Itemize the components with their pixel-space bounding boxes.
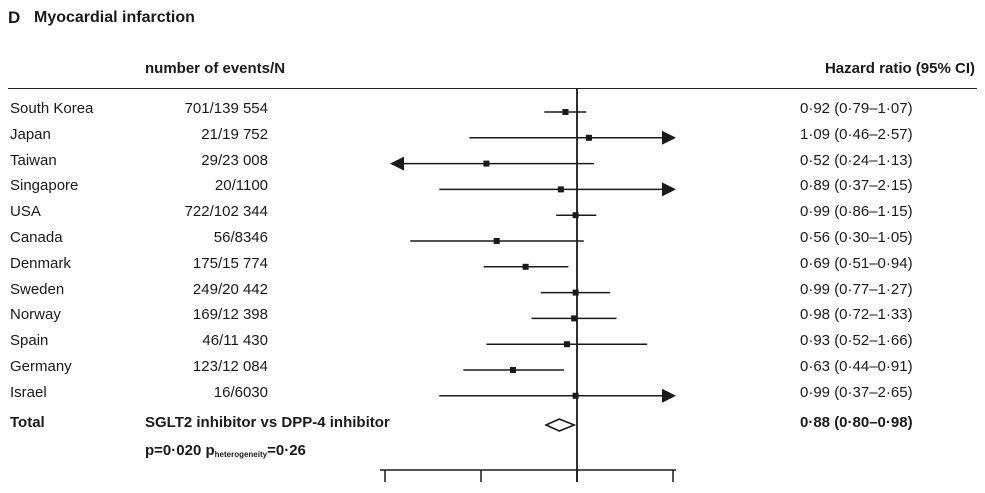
row-events-taiwan: 29/23 008 xyxy=(201,151,268,169)
row-hr-spain: 0·93 (0·52–1·66) xyxy=(800,332,913,350)
row-hr-south-korea: 0·92 (0·79–1·07) xyxy=(800,100,913,117)
point-estimate-usa xyxy=(572,212,579,219)
point-estimate-singapore xyxy=(557,186,564,193)
events-column-header: number of events/N xyxy=(145,60,286,77)
point-estimate-norway xyxy=(571,315,578,322)
row-hr-sweden: 0·99 (0·77–1·27) xyxy=(800,280,913,298)
row-label-taiwan: Taiwan xyxy=(10,151,57,169)
row-events-japan: 21/19 752 xyxy=(201,125,268,143)
row-hr-denmark: 0·69 (0·51–0·94) xyxy=(800,254,913,272)
ci-arrow-singapore xyxy=(662,182,676,197)
hazard-ratio-column-header: Hazard ratio (95% CI) xyxy=(824,60,975,77)
row-events-singapore: 20/1100 xyxy=(214,177,268,195)
total-label: Total xyxy=(10,414,45,431)
point-estimate-canada xyxy=(493,238,500,244)
row-events-sweden: 249/20 442 xyxy=(192,280,268,298)
row-label-germany: Germany xyxy=(10,358,72,375)
row-events-israel: 16/6030 xyxy=(213,383,268,401)
row-hr-norway: 0·98 (0·72–1·33) xyxy=(800,306,913,324)
point-estimate-germany xyxy=(510,367,517,373)
row-events-germany: 123/12 084 xyxy=(192,358,268,375)
point-estimate-south-korea xyxy=(562,109,569,115)
point-estimate-taiwan xyxy=(483,160,490,167)
point-estimate-denmark xyxy=(522,263,529,270)
p-values: p=0·020 pheterogeneity=0·26 xyxy=(145,442,306,459)
point-estimate-spain xyxy=(563,341,570,348)
row-hr-israel: 0·99 (0·37–2·65) xyxy=(800,383,913,401)
row-label-norway: Norway xyxy=(10,306,61,324)
row-events-spain: 46/11 430 xyxy=(202,332,268,350)
row-events-denmark: 175/15 774 xyxy=(192,254,268,272)
p-heterogeneity-subscript: heterogeneity xyxy=(214,450,268,459)
row-label-sweden: Sweden xyxy=(10,280,65,298)
row-hr-taiwan: 0·52 (0·24–1·13) xyxy=(800,151,913,169)
row-events-south-korea: 701/139 554 xyxy=(184,100,268,117)
point-estimate-japan xyxy=(585,134,592,141)
row-label-south-korea: South Korea xyxy=(10,100,94,117)
row-events-canada: 56/8346 xyxy=(213,229,268,246)
row-label-japan: Japan xyxy=(10,125,51,143)
total-diamond xyxy=(544,418,577,432)
ci-arrow-japan xyxy=(662,130,676,145)
row-label-israel: Israel xyxy=(10,383,47,401)
point-estimate-israel xyxy=(572,392,579,399)
row-label-spain: Spain xyxy=(10,332,49,350)
row-label-denmark: Denmark xyxy=(10,254,71,272)
total-comparison: SGLT2 inhibitor vs DPP-4 inhibitor xyxy=(145,414,390,431)
row-events-usa: 722/102 344 xyxy=(184,203,268,221)
ci-arrow-israel xyxy=(662,388,676,403)
row-label-usa: USA xyxy=(10,203,41,221)
row-hr-germany: 0·63 (0·44–0·91) xyxy=(800,358,913,375)
row-label-singapore: Singapore xyxy=(10,177,79,195)
row-hr-japan: 1·09 (0·46–2·57) xyxy=(800,125,913,143)
panel-letter: D xyxy=(8,8,21,27)
chart-title: Myocardial infarction xyxy=(34,9,195,26)
total-hazard-ratio: 0·88 (0·80–0·98) xyxy=(800,414,913,431)
point-estimate-sweden xyxy=(572,289,579,296)
ci-arrow-taiwan xyxy=(390,156,404,171)
row-hr-usa: 0·99 (0·86–1·15) xyxy=(800,203,913,221)
row-events-norway: 169/12 398 xyxy=(192,306,268,324)
row-label-canada: Canada xyxy=(10,229,63,246)
row-hr-canada: 0·56 (0·30–1·05) xyxy=(800,229,913,246)
header-rule xyxy=(8,88,977,89)
row-hr-singapore: 0·89 (0·37–2·15) xyxy=(800,177,913,195)
